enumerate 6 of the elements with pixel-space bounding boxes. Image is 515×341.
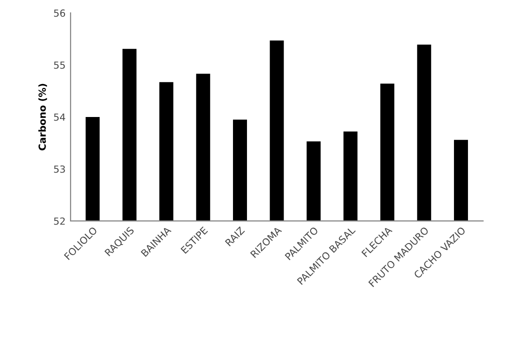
y-tick-label: 52 bbox=[54, 217, 65, 225]
y-axis-title: Carbono (%) bbox=[38, 84, 48, 150]
y-tick-label: 55 bbox=[54, 62, 65, 69]
y-tick-label: 56 bbox=[54, 9, 66, 17]
y-tick-label: 53 bbox=[54, 165, 65, 173]
y-tick-label: 54 bbox=[54, 114, 66, 121]
